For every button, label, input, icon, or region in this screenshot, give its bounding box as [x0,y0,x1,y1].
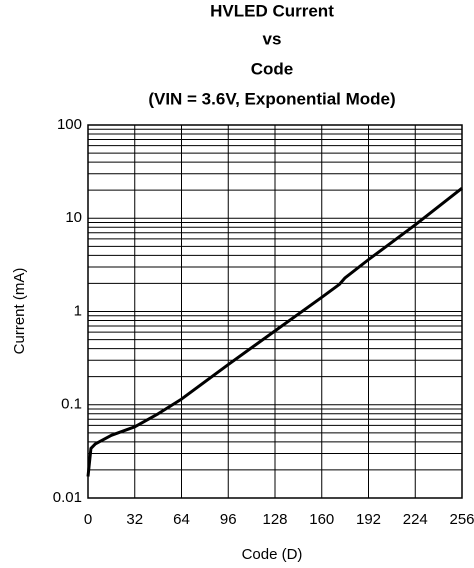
y-axis-label: Current (mA) [11,268,28,355]
chart-title: Code [251,59,294,78]
x-tick-label: 64 [173,511,190,528]
x-tick-label: 192 [356,511,381,528]
line [86,187,463,477]
plot-frame [87,124,463,499]
chart-title: HVLED Current [210,1,334,20]
y-tick-label: 0.01 [53,489,82,506]
y-tick-label: 100 [57,116,82,133]
x-tick-label: 128 [262,511,287,528]
x-tick-label: 0 [84,511,92,528]
chart-title: (VIN = 3.6V, Exponential Mode) [148,89,395,108]
x-tick-label: 160 [309,511,334,528]
x-tick-label: 96 [220,511,237,528]
y-tick-label: 1 [74,302,82,319]
y-tick-label: 10 [65,209,82,226]
x-tick-label: 256 [449,511,474,528]
y-tick-label: 0.1 [61,396,82,413]
x-tick-label: 32 [126,511,143,528]
x-axis-label: Code (D) [242,546,303,563]
chart-title: vs [263,29,282,48]
x-tick-label: 224 [403,511,428,528]
